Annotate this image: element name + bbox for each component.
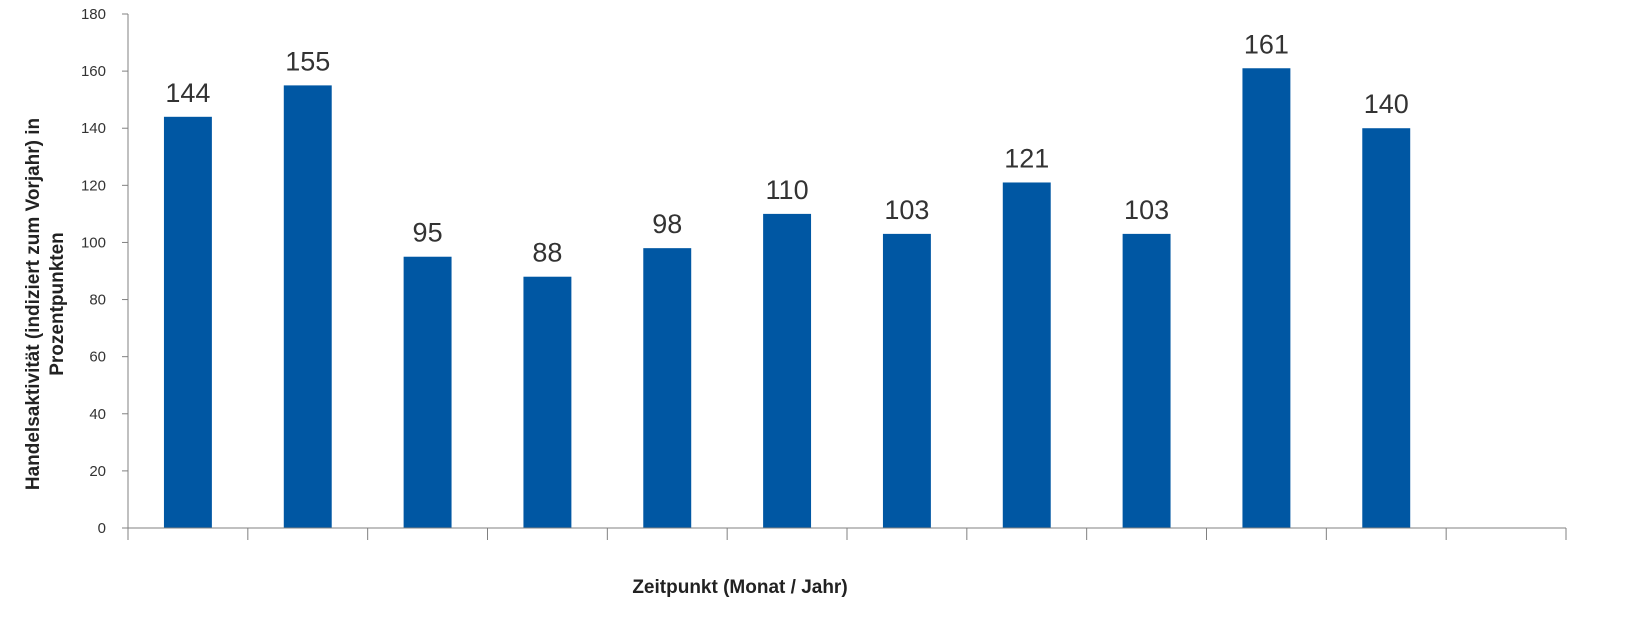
bar <box>1362 128 1411 528</box>
x-ticks-group <box>127 528 1567 540</box>
bar <box>403 256 452 528</box>
y-ticks-group: 0 20 40 60 80 100 120 140 160 180 <box>81 6 128 537</box>
bar-value-label: 95 <box>413 218 443 248</box>
bar-value-label: 161 <box>1244 29 1289 59</box>
bar <box>283 85 332 528</box>
bar-value-label: 103 <box>884 195 929 225</box>
bar <box>1122 233 1171 528</box>
y-tick-label: 80 <box>89 292 106 309</box>
y-axis-title-line1: Handelsaktivität (indiziert zum Vorjahr)… <box>23 118 44 490</box>
bar <box>1002 182 1051 528</box>
y-tick-label: 160 <box>81 63 106 80</box>
bar <box>163 116 212 529</box>
y-axis-title-group: Handelsaktivität (indiziert zum Vorjahr)… <box>23 118 68 490</box>
y-tick-label: 0 <box>98 520 106 537</box>
y-tick-label: 40 <box>89 406 106 423</box>
bar-value-label: 140 <box>1364 89 1409 119</box>
x-axis-title: Zeitpunkt (Monat / Jahr) <box>632 577 847 598</box>
y-tick-label: 20 <box>89 463 106 480</box>
bar-value-label: 103 <box>1124 195 1169 225</box>
bars-group <box>163 68 1411 529</box>
bar-value-label: 121 <box>1004 143 1049 173</box>
bar <box>763 213 812 528</box>
y-tick-label: 120 <box>81 177 106 194</box>
bar <box>882 233 931 528</box>
bar-value-label: 110 <box>766 175 809 205</box>
y-tick-label: 140 <box>81 120 106 137</box>
value-labels-group: 144 155 95 88 98 110 103 121 103 161 140 <box>165 29 1408 267</box>
bar <box>643 248 692 528</box>
y-tick-label: 60 <box>89 349 106 366</box>
bar-value-label: 144 <box>165 78 210 108</box>
bar <box>523 276 572 528</box>
y-tick-label: 100 <box>81 234 106 251</box>
y-tick-label: 180 <box>81 6 106 23</box>
bar-value-label: 155 <box>285 46 330 76</box>
bar-value-label: 88 <box>532 238 562 268</box>
bar <box>1242 68 1291 528</box>
bar-value-label: 98 <box>652 209 682 239</box>
y-axis-title-line2: Prozentpunkten <box>47 232 68 376</box>
